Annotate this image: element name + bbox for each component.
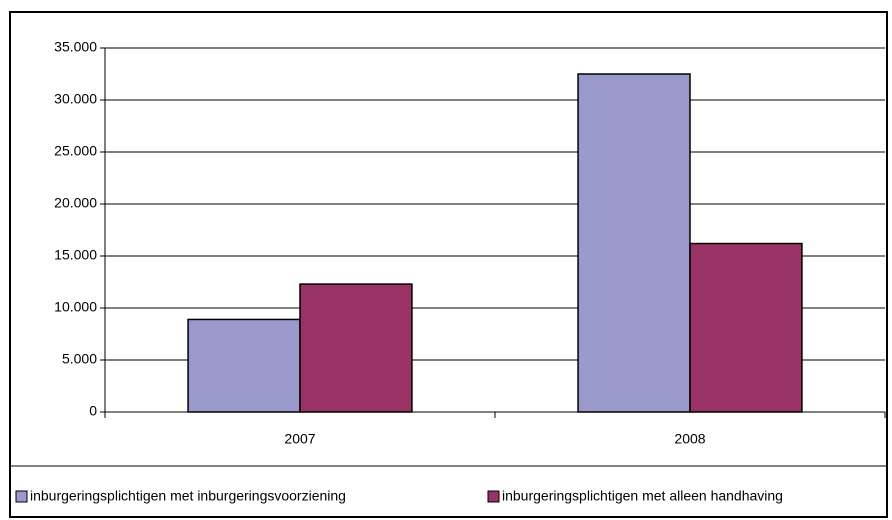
bar bbox=[689, 242, 803, 413]
x-tick-label: 2007 bbox=[284, 431, 315, 447]
x-tick-label: 2008 bbox=[674, 431, 705, 447]
y-tick-label: 25.000 bbox=[54, 143, 97, 159]
y-tick-label: 0 bbox=[89, 403, 97, 419]
y-tick-label: 20.000 bbox=[54, 195, 97, 211]
bar bbox=[577, 73, 691, 413]
legend-swatch bbox=[487, 490, 500, 503]
legend-label: inburgeringsplichtigen met inburgeringsv… bbox=[30, 488, 346, 504]
legend-label: inburgeringsplichtigen met alleen handha… bbox=[502, 488, 783, 504]
legend-swatch bbox=[15, 490, 28, 503]
bar bbox=[187, 318, 301, 413]
y-tick-label: 5.000 bbox=[62, 351, 97, 367]
y-tick-label: 15.000 bbox=[54, 247, 97, 263]
bar bbox=[299, 283, 413, 413]
y-tick-label: 35.000 bbox=[54, 39, 97, 55]
y-tick-label: 30.000 bbox=[54, 91, 97, 107]
y-tick-label: 10.000 bbox=[54, 299, 97, 315]
